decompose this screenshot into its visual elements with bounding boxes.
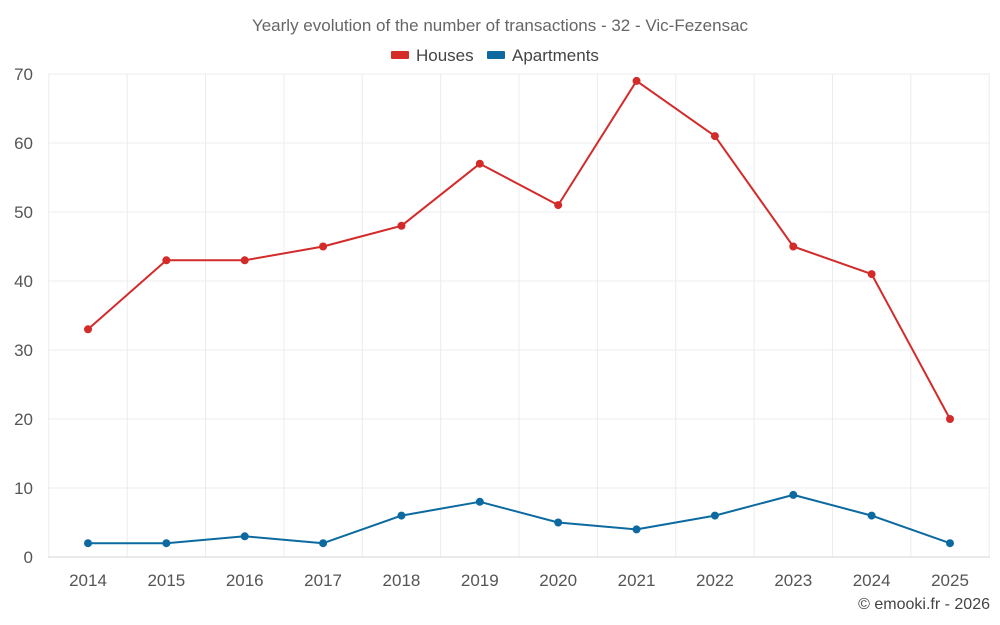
y-tick-label: 30	[14, 341, 33, 360]
series-apartments: Apartments 2014: 2 Apartments 2015: 2 Apar…	[84, 490, 954, 548]
series-line-houses	[87, 79, 951, 420]
y-tick-label: 60	[14, 134, 33, 153]
data-point-houses[interactable]: Houses 2025: 20	[946, 415, 954, 423]
legend-label-apartments: Apartments	[512, 46, 599, 65]
legend-item-houses[interactable]: Houses	[391, 46, 474, 65]
x-tick-label: 2017	[304, 571, 342, 590]
data-point-apartments[interactable]: Apartments 2017: 2	[319, 539, 328, 548]
axes: 0 10 20 30 40 50 60 70 2014 2015 2016 2017 2018 2019 2…	[14, 65, 990, 590]
series-line-apartments	[87, 493, 951, 545]
data-point-apartments[interactable]: Apartments 2020: 5	[554, 518, 563, 527]
data-point-houses[interactable]: Houses 2021: 69	[632, 76, 641, 85]
x-tick-label: 2021	[618, 571, 656, 590]
legend-swatch-houses	[391, 51, 409, 59]
x-tick-label: 2014	[69, 571, 107, 590]
chart-title: Yearly evolution of the number of transa…	[252, 16, 749, 35]
x-tick-label: 2025	[931, 571, 969, 590]
x-tick-label: 2015	[147, 571, 185, 590]
data-point-houses[interactable]: Houses 2018: 48	[397, 221, 406, 230]
x-tick-label: 2020	[539, 571, 577, 590]
series-houses: Houses 2014: 33 Houses 2015: 43 Houses 201…	[84, 76, 954, 423]
x-tick-label: 2016	[226, 571, 264, 590]
x-tick-label: 2023	[774, 571, 812, 590]
data-point-houses[interactable]: Houses 2019: 57	[475, 159, 484, 168]
data-point-houses[interactable]: Houses 2017: 45	[319, 242, 328, 251]
data-point-apartments[interactable]: Apartments 2015: 2	[162, 539, 171, 548]
data-point-apartments[interactable]: Apartments 2023: 9	[789, 490, 798, 499]
x-tick-label: 2019	[461, 571, 499, 590]
grid	[48, 73, 990, 557]
y-tick-label: 20	[14, 410, 33, 429]
y-tick-label: 10	[14, 479, 33, 498]
y-tick-label: 70	[14, 65, 33, 84]
x-tick-label: 2024	[853, 571, 891, 590]
data-point-houses[interactable]: Houses 2022: 61	[710, 132, 719, 141]
legend-item-apartments[interactable]: Apartments	[487, 46, 599, 65]
data-point-houses[interactable]: Houses 2015: 43	[162, 256, 171, 265]
legend: Houses Apartments	[391, 46, 599, 65]
legend-swatch-apartments	[487, 51, 505, 59]
y-tick-label: 0	[24, 548, 33, 567]
data-point-apartments[interactable]: Apartments 2019: 8	[475, 497, 484, 506]
data-point-houses[interactable]: Houses 2016: 43	[240, 256, 249, 265]
x-tick-label: 2022	[696, 571, 734, 590]
data-point-apartments[interactable]: Apartments 2025: 2	[946, 539, 954, 548]
data-point-houses[interactable]: Houses 2023: 45	[789, 242, 798, 251]
data-point-apartments[interactable]: Apartments 2014: 2	[84, 539, 92, 548]
data-point-apartments[interactable]: Apartments 2021: 4	[632, 525, 641, 534]
legend-label-houses: Houses	[416, 46, 474, 65]
data-point-houses[interactable]: Houses 2024: 41	[867, 270, 876, 279]
data-point-apartments[interactable]: Apartments 2024: 6	[867, 511, 876, 520]
y-tick-label: 40	[14, 272, 33, 291]
y-tick-label: 50	[14, 203, 33, 222]
data-point-apartments[interactable]: Apartments 2016: 3	[240, 532, 249, 541]
credit-text: © emooki.fr - 2026	[858, 596, 990, 613]
series: Houses 2014: 33 Houses 2015: 43 Houses 201…	[84, 76, 954, 548]
data-point-houses[interactable]: Houses 2020: 51	[554, 201, 563, 210]
x-tick-label: 2018	[383, 571, 421, 590]
data-point-apartments[interactable]: Apartments 2022: 6	[710, 511, 719, 520]
data-point-apartments[interactable]: Apartments 2018: 6	[397, 511, 406, 520]
data-point-houses[interactable]: Houses 2014: 33	[84, 325, 92, 334]
